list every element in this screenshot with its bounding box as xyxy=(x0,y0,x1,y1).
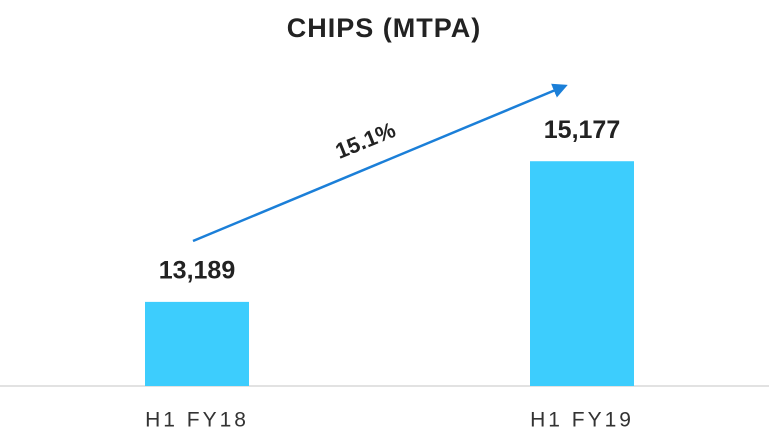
bar xyxy=(145,301,249,386)
growth-label: 15.1% xyxy=(332,117,399,164)
value-label: 15,177 xyxy=(544,116,620,144)
x-tick-label: H1 FY18 xyxy=(145,409,249,432)
growth-arrow xyxy=(192,83,568,243)
value-label: 13,189 xyxy=(159,256,235,284)
x-tick-label: H1 FY19 xyxy=(530,409,634,432)
bar xyxy=(530,161,634,386)
chart-title: CHIPS (MTPA) xyxy=(287,13,482,43)
